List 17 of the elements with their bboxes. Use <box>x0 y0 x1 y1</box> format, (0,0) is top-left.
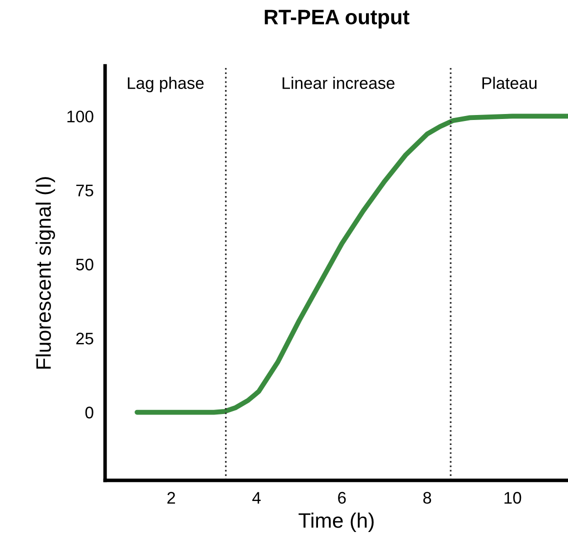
chart-title: RT-PEA output <box>264 10 410 29</box>
annotation: Plateau <box>482 76 536 90</box>
y-tick-label: 100 <box>67 110 94 122</box>
x-tick-label: 2 <box>167 492 176 504</box>
y-tick-label: 75 <box>76 184 94 196</box>
x-tick-label: 6 <box>338 492 346 504</box>
y-tick-label: 50 <box>76 258 94 270</box>
line-series <box>134 114 568 415</box>
x-tick-label: 4 <box>252 492 261 504</box>
annotation: Lag phase <box>128 76 204 92</box>
x-tick-label: 8 <box>423 492 432 504</box>
x-axis-title: Time (h) <box>298 512 374 532</box>
x-tick-label: 10 <box>504 492 522 504</box>
y-tick-label: 0 <box>85 406 94 418</box>
annotation: Linear increase <box>282 76 394 90</box>
y-axis-title: Fluorescent signal (I) <box>36 177 56 369</box>
y-tick-label: 25 <box>76 332 94 344</box>
